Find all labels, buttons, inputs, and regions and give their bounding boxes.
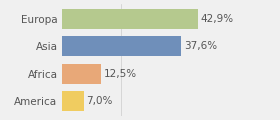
Text: 37,6%: 37,6% xyxy=(184,41,217,51)
Bar xyxy=(62,91,84,111)
Text: 7,0%: 7,0% xyxy=(87,96,113,106)
Bar xyxy=(62,36,181,56)
Text: 12,5%: 12,5% xyxy=(104,69,137,79)
Bar xyxy=(62,9,198,29)
Bar xyxy=(62,64,101,84)
Text: 42,9%: 42,9% xyxy=(201,14,234,24)
